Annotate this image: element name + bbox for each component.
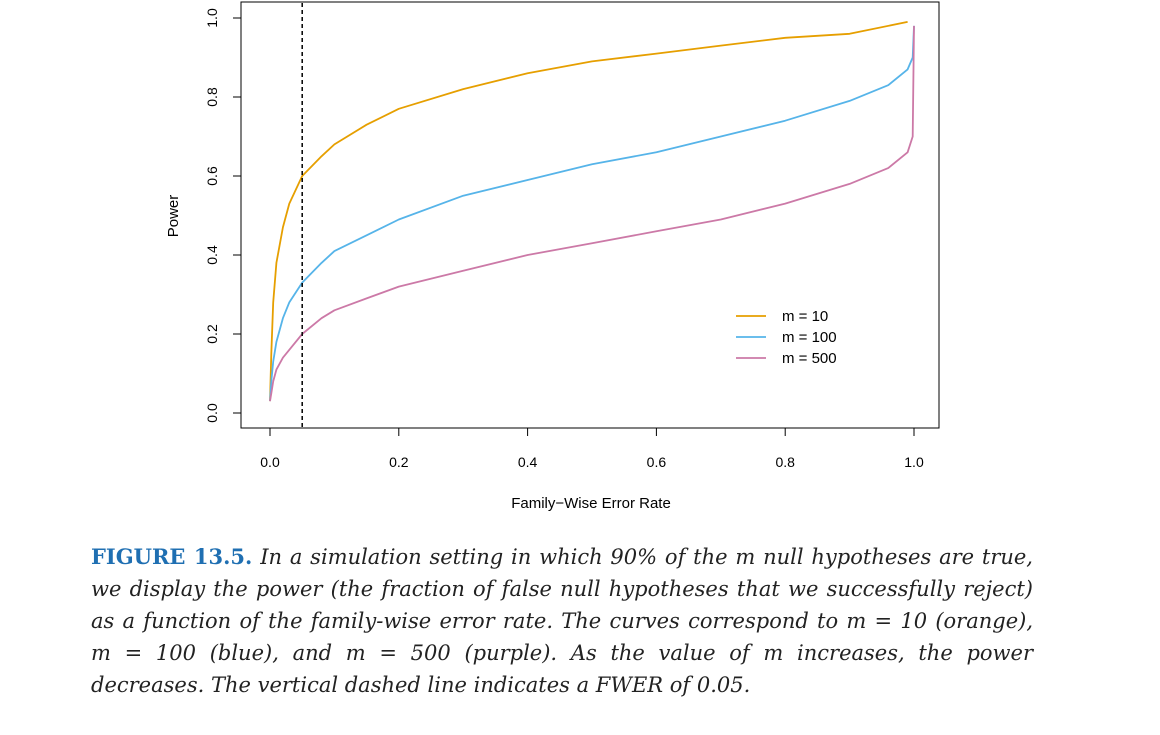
y-tick-label: 0.2 (204, 324, 220, 344)
y-axis-title: Power (165, 195, 182, 238)
legend-label: m = 10 (782, 308, 828, 325)
series-line-m-10 (269, 21, 908, 402)
legend-label: m = 100 (782, 329, 837, 346)
x-tick-label: 0.6 (647, 454, 667, 470)
caption-text: In a simulation setting in which 90% of … (91, 545, 1033, 697)
x-tick-label: 0.0 (260, 454, 280, 470)
power-vs-fwer-chart: 0.0 0.2 0.4 0.6 0.8 1.0 0.0 0.2 0.4 0.6 0.8 1.0 m … (165, 1, 940, 512)
series-line-m-100 (269, 25, 915, 402)
x-tick-label: 0.8 (775, 454, 795, 470)
figure-label: FIGURE 13.5. (91, 544, 253, 569)
plot-frame (240, 1, 940, 429)
y-tick-label: 0.8 (204, 87, 220, 107)
y-tick-label: 0.6 (204, 166, 220, 186)
y-tick-label: 0.0 (204, 403, 220, 423)
y-axis: 0.0 0.2 0.4 0.6 0.8 1.0 (204, 8, 241, 423)
y-tick-label: 0.4 (204, 245, 220, 265)
x-axis-title: Family−Wise Error Rate (511, 495, 671, 512)
series-line-m-500 (269, 25, 915, 402)
legend-label: m = 500 (782, 350, 837, 367)
legend: m = 10 m = 100 m = 500 (736, 308, 837, 367)
y-tick-label: 1.0 (204, 8, 220, 28)
figure-caption: FIGURE 13.5. In a simulation setting in … (91, 541, 1033, 701)
x-axis: 0.0 0.2 0.4 0.6 0.8 1.0 (260, 428, 924, 470)
x-tick-label: 0.2 (389, 454, 409, 470)
x-tick-label: 1.0 (904, 454, 924, 470)
x-tick-label: 0.4 (518, 454, 538, 470)
series-layer (269, 21, 915, 402)
